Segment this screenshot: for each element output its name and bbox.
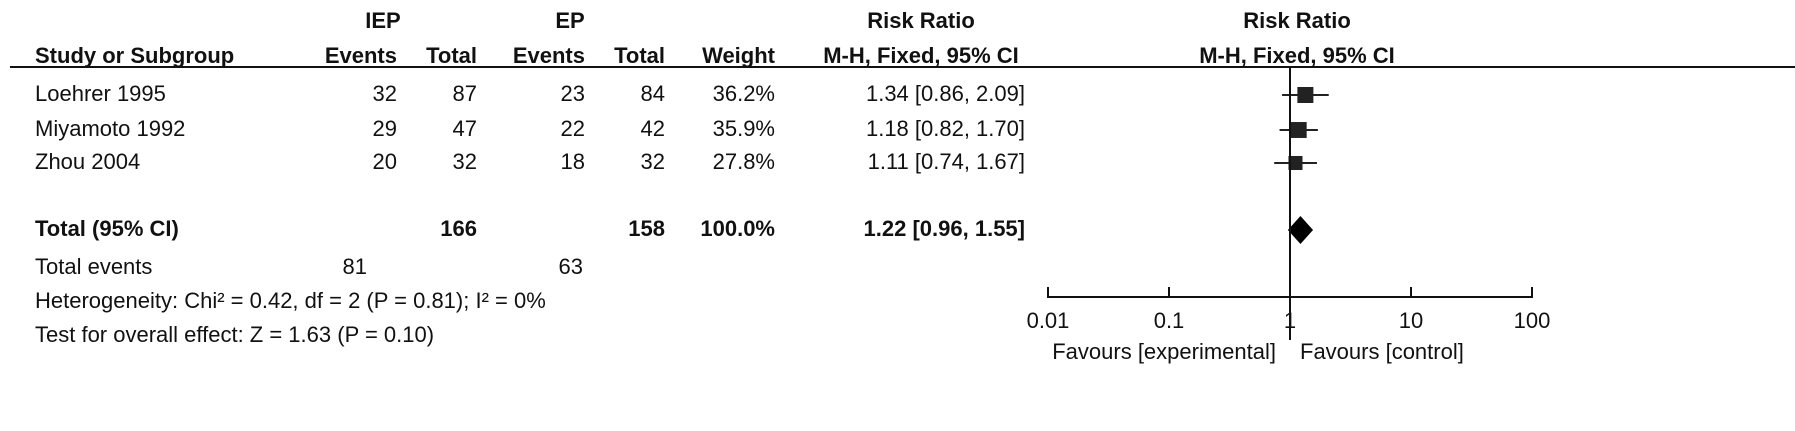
table-cell: 29	[373, 116, 397, 141]
table-cell: 32	[373, 81, 397, 106]
x-tick-label: 100	[1514, 308, 1551, 333]
table-cell: 47	[453, 116, 477, 141]
total-events-name: Total events	[35, 254, 152, 279]
heterogeneity: Heterogeneity: Chi² = 0.42, df = 2 (P = …	[35, 288, 546, 313]
table-cell: 22	[561, 116, 585, 141]
table-cell: 32	[453, 149, 477, 174]
x-label-right: Favours [control]	[1300, 339, 1464, 364]
table-cell: 84	[641, 81, 665, 106]
group-header: IEP	[365, 8, 400, 33]
column-header: Weight	[702, 43, 776, 68]
table-cell: 32	[641, 149, 665, 174]
x-tick-label: 0.1	[1154, 308, 1185, 333]
total-name: Total (95% CI)	[35, 216, 179, 241]
group-header: EP	[555, 8, 584, 33]
table-cell: 20	[373, 149, 397, 174]
weight-cell: 35.9%	[713, 116, 775, 141]
rr-cell: 1.34 [0.86, 2.09]	[866, 81, 1025, 106]
rr-cell: 1.11 [0.74, 1.67]	[868, 149, 1025, 174]
total-weight: 100.0%	[700, 216, 775, 241]
study-name: Miyamoto 1992	[35, 116, 185, 141]
x-tick-label: 0.01	[1027, 308, 1070, 333]
total-cell: 158	[628, 216, 665, 241]
table-cell: 23	[561, 81, 585, 106]
point-estimate	[1288, 155, 1303, 171]
point-estimate	[1290, 122, 1307, 138]
table-cell: 18	[561, 149, 585, 174]
total-rr: 1.22 [0.96, 1.55]	[864, 216, 1025, 241]
x-label-left: Favours [experimental]	[1052, 339, 1276, 364]
table-cell: 42	[641, 116, 665, 141]
pooled-diamond	[1287, 216, 1314, 244]
table-cell: 81	[343, 254, 367, 279]
study-name: Zhou 2004	[35, 149, 140, 174]
plot-title: Risk Ratio	[1243, 8, 1351, 33]
weight-cell: 27.8%	[713, 149, 775, 174]
column-header: Study or Subgroup	[35, 43, 234, 68]
table-cell: 87	[453, 81, 477, 106]
point-estimate	[1297, 87, 1314, 103]
column-header: Events	[513, 43, 585, 68]
plot-subtitle: M-H, Fixed, 95% CI	[1199, 43, 1395, 68]
rr-cell: 1.18 [0.82, 1.70]	[866, 116, 1025, 141]
table-cell: 63	[559, 254, 583, 279]
x-tick-label: 10	[1399, 308, 1423, 333]
study-name: Loehrer 1995	[35, 81, 166, 106]
column-header: M-H, Fixed, 95% CI	[823, 43, 1019, 68]
weight-cell: 36.2%	[713, 81, 775, 106]
column-header: Total	[614, 43, 665, 68]
total-cell: 166	[440, 216, 477, 241]
group-header: Risk Ratio	[867, 8, 975, 33]
overall-effect: Test for overall effect: Z = 1.63 (P = 0…	[35, 322, 434, 347]
column-header: Total	[426, 43, 477, 68]
column-header: Events	[325, 43, 397, 68]
